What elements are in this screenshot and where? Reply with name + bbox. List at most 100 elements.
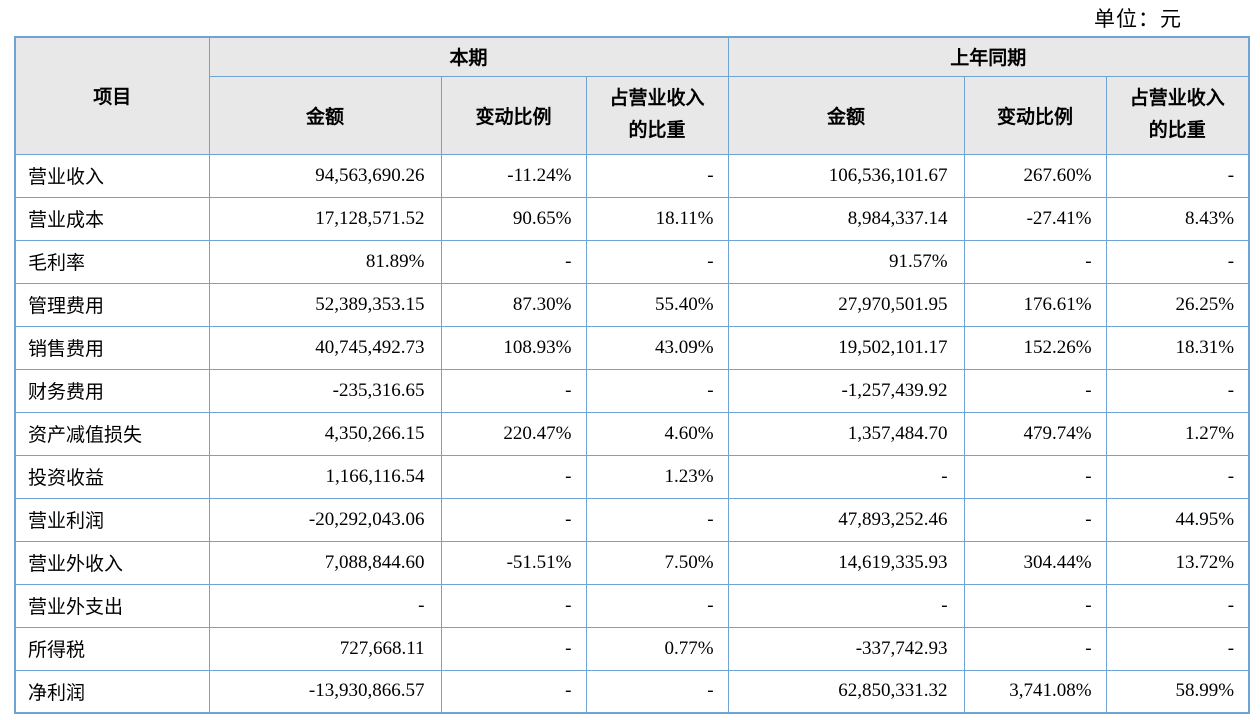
cell-current-amount: -20,292,043.06 <box>208 497 442 542</box>
cell-current-change-ratio: 87.30% <box>440 282 587 327</box>
cell-prior-change-ratio: - <box>963 583 1107 628</box>
cell-current-revenue-share: 7.50% <box>585 540 729 585</box>
cell-current-revenue-share: - <box>585 368 729 413</box>
table-row: 营业外支出 - - - - - - <box>14 583 1250 628</box>
cell-prior-amount: 1,357,484.70 <box>727 411 965 456</box>
cell-current-amount: 727,668.11 <box>208 626 442 671</box>
cell-prior-amount: 106,536,101.67 <box>727 153 965 198</box>
cell-current-amount: 17,128,571.52 <box>208 196 442 241</box>
cell-current-change-ratio: - <box>440 497 587 542</box>
cell-current-revenue-share: - <box>585 239 729 284</box>
cell-item-label: 财务费用 <box>14 368 210 413</box>
cell-prior-change-ratio: - <box>963 368 1107 413</box>
table-header: 项目 本期 上年同期 金额 变动比例 占营业收入 的比重 金额 变动比例 占营业… <box>14 36 1250 155</box>
cell-current-revenue-share: 4.60% <box>585 411 729 456</box>
header-current-change-ratio: 变动比例 <box>440 75 587 155</box>
cell-prior-revenue-share: - <box>1105 153 1250 198</box>
table-body: 营业收入 94,563,690.26 -11.24% -106,536,101.67 2… <box>14 153 1250 714</box>
cell-current-change-ratio: 108.93% <box>440 325 587 370</box>
cell-prior-amount: 19,502,101.17 <box>727 325 965 370</box>
table-row: 所得税 727,668.11-0.77% -337,742.93- - <box>14 626 1250 671</box>
cell-prior-revenue-share: 18.31% <box>1105 325 1250 370</box>
table-row: 财务费用 -235,316.65- - -1,257,439.92- - <box>14 368 1250 413</box>
cell-current-amount: 94,563,690.26 <box>208 153 442 198</box>
cell-prior-change-ratio: - <box>963 239 1107 284</box>
cell-prior-change-ratio: - <box>963 454 1107 499</box>
cell-current-change-ratio: - <box>440 583 587 628</box>
cell-current-change-ratio: - <box>440 454 587 499</box>
cell-prior-amount: 27,970,501.95 <box>727 282 965 327</box>
cell-prior-amount: 47,893,252.46 <box>727 497 965 542</box>
cell-prior-revenue-share: - <box>1105 454 1250 499</box>
unit-label: 单位：元 <box>1094 7 1182 31</box>
table-row: 净利润 -13,930,866.57- -62,850,331.32 3,741.08… <box>14 669 1250 714</box>
cell-current-change-ratio: 90.65% <box>440 196 587 241</box>
cell-prior-revenue-share: 26.25% <box>1105 282 1250 327</box>
cell-item-label: 资产减值损失 <box>14 411 210 456</box>
cell-prior-change-ratio: 304.44% <box>963 540 1107 585</box>
cell-current-revenue-share: 55.40% <box>585 282 729 327</box>
cell-current-change-ratio: -11.24% <box>440 153 587 198</box>
cell-current-change-ratio: - <box>440 368 587 413</box>
cell-item-label: 净利润 <box>14 669 210 714</box>
cell-current-change-ratio: - <box>440 239 587 284</box>
cell-prior-amount: - <box>727 583 965 628</box>
cell-prior-revenue-share: - <box>1105 583 1250 628</box>
cell-item-label: 营业外收入 <box>14 540 210 585</box>
cell-item-label: 毛利率 <box>14 239 210 284</box>
cell-current-change-ratio: 220.47% <box>440 411 587 456</box>
cell-prior-amount: 14,619,335.93 <box>727 540 965 585</box>
cell-prior-revenue-share: - <box>1105 368 1250 413</box>
cell-current-revenue-share: - <box>585 583 729 628</box>
cell-current-amount: -13,930,866.57 <box>208 669 442 714</box>
cell-prior-amount: -337,742.93 <box>727 626 965 671</box>
cell-prior-change-ratio: -27.41% <box>963 196 1107 241</box>
cell-prior-amount: -1,257,439.92 <box>727 368 965 413</box>
header-current-amount: 金额 <box>208 75 442 155</box>
cell-prior-change-ratio: - <box>963 626 1107 671</box>
cell-prior-change-ratio: 3,741.08% <box>963 669 1107 714</box>
cell-prior-revenue-share: 1.27% <box>1105 411 1250 456</box>
cell-current-change-ratio: - <box>440 669 587 714</box>
table-row: 资产减值损失 4,350,266.15 220.47% 4.60% 1,357,484.… <box>14 411 1250 456</box>
cell-prior-change-ratio: 176.61% <box>963 282 1107 327</box>
header-current-revenue-share: 占营业收入 的比重 <box>585 75 729 155</box>
cell-current-revenue-share: - <box>585 497 729 542</box>
header-prior-amount: 金额 <box>727 75 965 155</box>
cell-prior-revenue-share: 44.95% <box>1105 497 1250 542</box>
header-prior-period: 上年同期 <box>727 36 1250 77</box>
table-row: 营业利润 -20,292,043.06- -47,893,252.46-44.95% <box>14 497 1250 542</box>
cell-prior-amount: 8,984,337.14 <box>727 196 965 241</box>
table-row: 毛利率 81.89% - -91.57% - - <box>14 239 1250 284</box>
cell-current-amount: 7,088,844.60 <box>208 540 442 585</box>
table-row: 营业收入 94,563,690.26 -11.24% -106,536,101.67 2… <box>14 153 1250 198</box>
cell-current-amount: 4,350,266.15 <box>208 411 442 456</box>
cell-current-revenue-share: 1.23% <box>585 454 729 499</box>
cell-item-label: 营业利润 <box>14 497 210 542</box>
cell-prior-change-ratio: 479.74% <box>963 411 1107 456</box>
table-row: 投资收益 1,166,116.54-1.23% - - - <box>14 454 1250 499</box>
cell-current-revenue-share: 18.11% <box>585 196 729 241</box>
cell-item-label: 营业成本 <box>14 196 210 241</box>
cell-prior-revenue-share: - <box>1105 239 1250 284</box>
cell-item-label: 管理费用 <box>14 282 210 327</box>
header-prior-revenue-share: 占营业收入 的比重 <box>1105 75 1250 155</box>
cell-current-amount: 52,389,353.15 <box>208 282 442 327</box>
cell-prior-revenue-share: 8.43% <box>1105 196 1250 241</box>
cell-item-label: 营业收入 <box>14 153 210 198</box>
header-item: 项目 <box>14 36 210 155</box>
cell-prior-change-ratio: 267.60% <box>963 153 1107 198</box>
cell-prior-amount: 91.57% <box>727 239 965 284</box>
cell-current-amount: -235,316.65 <box>208 368 442 413</box>
table-row: 管理费用 52,389,353.15 87.30% 55.40% 27,970,501.… <box>14 282 1250 327</box>
cell-item-label: 销售费用 <box>14 325 210 370</box>
cell-prior-amount: - <box>727 454 965 499</box>
cell-prior-revenue-share: 13.72% <box>1105 540 1250 585</box>
table-row: 营业成本 17,128,571.52 90.65% 18.11% 8,984,337.1… <box>14 196 1250 241</box>
cell-current-revenue-share: - <box>585 153 729 198</box>
header-current-period: 本期 <box>208 36 729 77</box>
cell-prior-change-ratio: 152.26% <box>963 325 1107 370</box>
cell-current-change-ratio: -51.51% <box>440 540 587 585</box>
cell-item-label: 投资收益 <box>14 454 210 499</box>
cell-current-amount: - <box>208 583 442 628</box>
